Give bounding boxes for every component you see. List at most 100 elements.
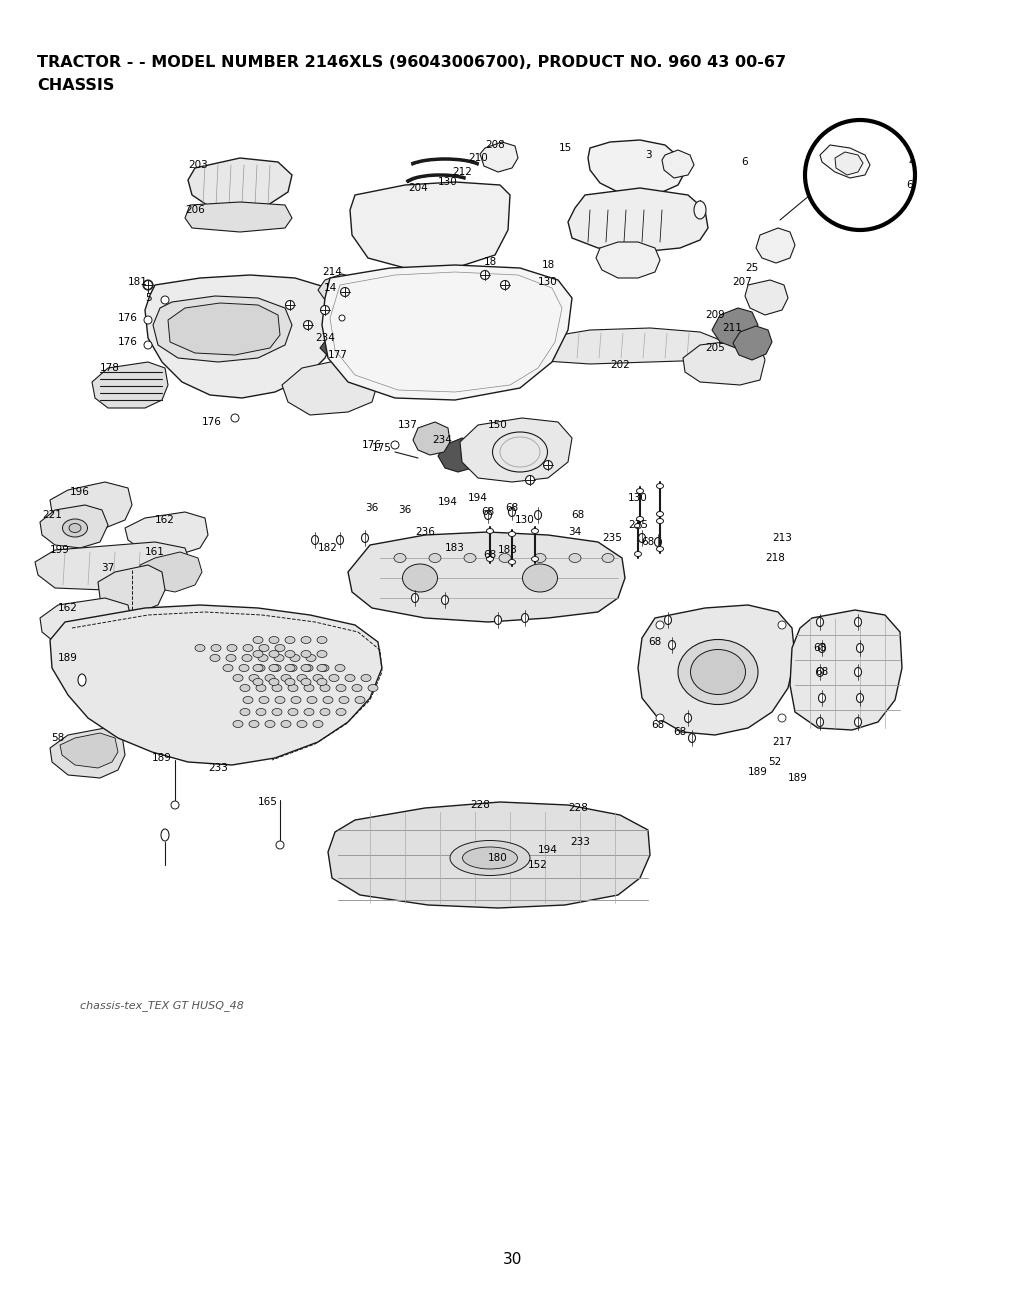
Polygon shape [35,542,193,592]
Text: 204: 204 [409,183,428,193]
Ellipse shape [690,650,745,695]
Ellipse shape [303,321,312,329]
Polygon shape [60,733,118,769]
Ellipse shape [402,565,437,592]
Text: 203: 203 [188,161,208,170]
Ellipse shape [255,665,265,671]
Ellipse shape [854,667,861,676]
Text: 189: 189 [152,753,172,763]
Polygon shape [733,326,772,361]
Text: 207: 207 [732,276,752,287]
Text: 180: 180 [488,853,508,863]
Ellipse shape [339,696,349,704]
Text: 161: 161 [145,547,165,557]
Ellipse shape [307,696,317,704]
Ellipse shape [272,708,282,716]
Ellipse shape [856,644,863,653]
Text: 68: 68 [571,511,585,520]
Ellipse shape [256,684,266,691]
Ellipse shape [602,554,614,562]
Polygon shape [820,145,870,178]
Text: 194: 194 [468,494,488,503]
Ellipse shape [317,637,327,644]
Ellipse shape [486,557,494,562]
Ellipse shape [637,488,643,494]
Ellipse shape [319,665,329,671]
Ellipse shape [509,532,515,537]
Polygon shape [745,280,788,315]
Ellipse shape [509,508,515,516]
Ellipse shape [355,696,365,704]
Ellipse shape [656,621,664,629]
Ellipse shape [637,516,643,521]
Polygon shape [460,418,572,482]
Text: 212: 212 [452,167,472,176]
Ellipse shape [269,637,279,644]
Ellipse shape [319,684,330,691]
Ellipse shape [258,654,268,662]
Ellipse shape [226,654,236,662]
Text: 189: 189 [749,767,768,776]
Ellipse shape [534,554,546,562]
Ellipse shape [210,654,220,662]
Polygon shape [835,153,863,175]
Ellipse shape [239,665,249,671]
Text: 36: 36 [366,503,379,513]
Ellipse shape [265,675,275,682]
Text: 178: 178 [100,363,120,372]
Ellipse shape [323,696,333,704]
Text: 137: 137 [398,420,418,430]
Text: 6: 6 [906,180,913,190]
Text: 218: 218 [765,553,785,563]
Text: 183: 183 [498,545,518,555]
Ellipse shape [656,519,664,524]
Text: 68: 68 [815,667,828,676]
Text: 209: 209 [706,311,725,320]
Text: 130: 130 [438,176,458,187]
Polygon shape [568,188,708,251]
Ellipse shape [304,684,314,691]
Ellipse shape [311,536,318,545]
Ellipse shape [306,654,316,662]
Ellipse shape [195,645,205,651]
Text: 68: 68 [483,550,497,561]
Text: 4: 4 [908,157,915,167]
Ellipse shape [253,679,263,686]
Polygon shape [712,308,758,347]
Text: 228: 228 [470,800,489,811]
Ellipse shape [272,684,282,691]
Ellipse shape [656,512,664,516]
Polygon shape [480,142,518,172]
Text: TRACTOR - - MODEL NUMBER 2146XLS (96043006700), PRODUCT NO. 960 43 00-67: TRACTOR - - MODEL NUMBER 2146XLS (960430… [37,55,786,70]
Text: 162: 162 [155,515,175,525]
Ellipse shape [678,640,758,704]
Ellipse shape [69,524,81,533]
Polygon shape [662,150,694,178]
Text: 234: 234 [315,333,335,343]
Text: 217: 217 [772,737,792,747]
Ellipse shape [144,341,152,349]
Polygon shape [50,482,132,528]
Text: 25: 25 [745,263,759,272]
Text: CHASSIS: CHASSIS [37,78,115,93]
Ellipse shape [335,665,345,671]
Text: 233: 233 [208,763,228,772]
Text: 68: 68 [813,644,826,653]
Ellipse shape [635,551,641,557]
Ellipse shape [285,665,295,671]
Ellipse shape [345,675,355,682]
Text: 162: 162 [58,603,78,613]
Ellipse shape [654,537,662,546]
Text: 130: 130 [515,515,535,525]
Polygon shape [98,565,165,612]
Ellipse shape [669,641,676,650]
Ellipse shape [304,708,314,716]
Ellipse shape [269,650,279,658]
Ellipse shape [531,557,539,562]
Text: 175: 175 [372,443,392,453]
Ellipse shape [285,637,295,644]
Ellipse shape [171,801,179,809]
Ellipse shape [544,461,553,470]
Text: 206: 206 [185,205,205,215]
Text: 234: 234 [432,436,452,445]
